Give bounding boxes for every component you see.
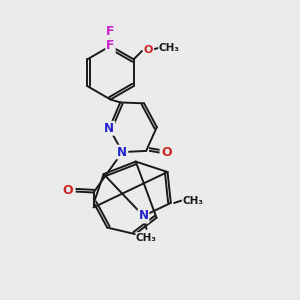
Text: O: O xyxy=(144,44,153,55)
Text: CH₃: CH₃ xyxy=(136,233,157,243)
Text: F: F xyxy=(106,25,115,38)
Text: CH₃: CH₃ xyxy=(182,196,203,206)
Text: N: N xyxy=(117,146,128,159)
Text: O: O xyxy=(162,146,172,159)
Text: N: N xyxy=(139,209,148,223)
Text: O: O xyxy=(62,184,73,197)
Text: F: F xyxy=(106,40,115,52)
Text: CH₃: CH₃ xyxy=(159,43,180,53)
Text: N: N xyxy=(104,122,114,135)
